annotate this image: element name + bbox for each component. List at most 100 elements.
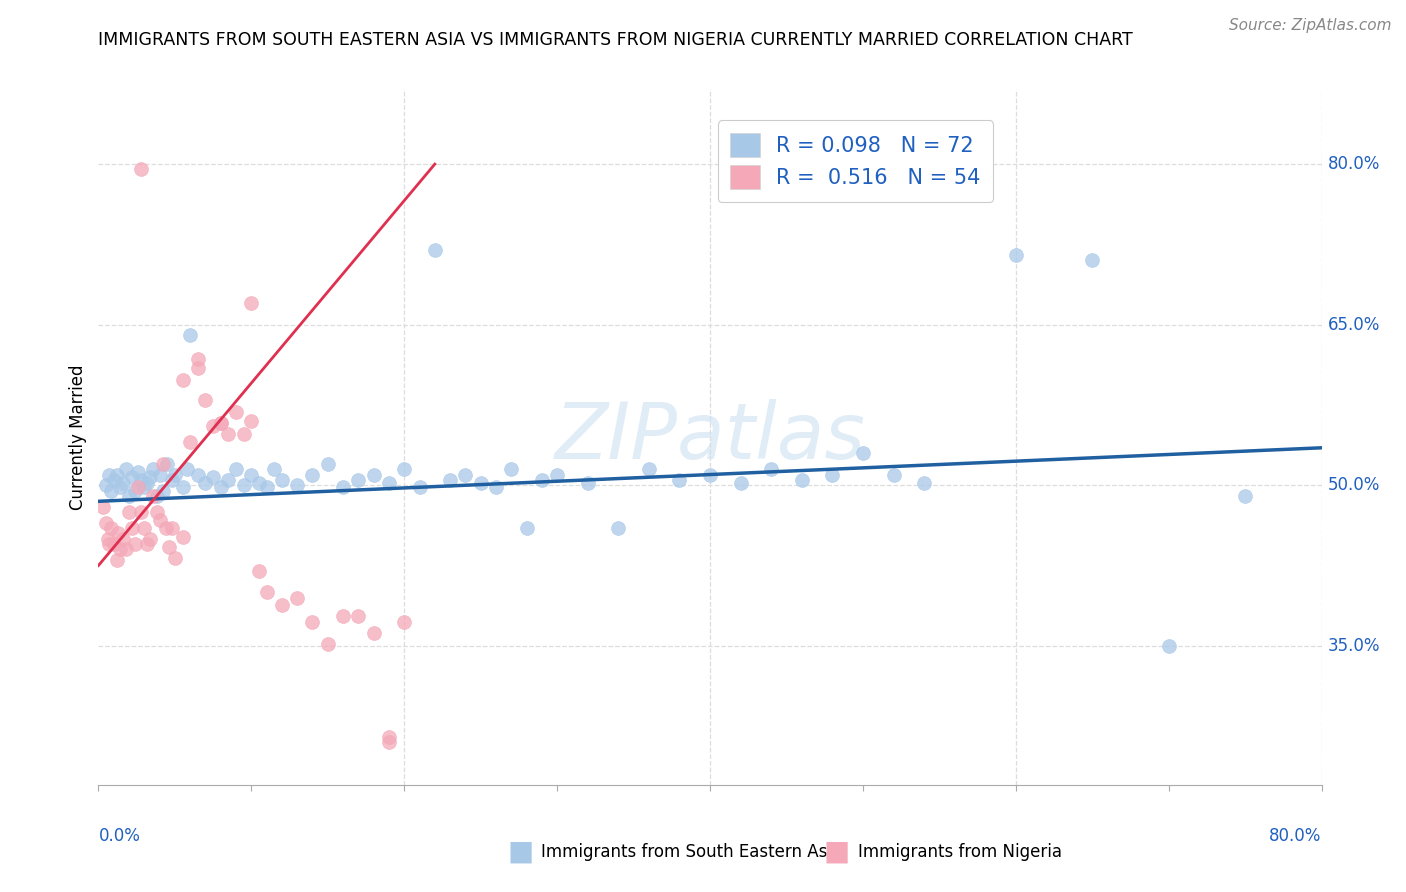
Text: Source: ZipAtlas.com: Source: ZipAtlas.com	[1229, 18, 1392, 33]
Point	[363, 626, 385, 640]
Point	[285, 591, 308, 605]
Point	[576, 476, 599, 491]
Point	[301, 467, 323, 482]
Point	[501, 462, 523, 476]
Point	[91, 500, 114, 514]
Point	[194, 476, 217, 491]
Point	[301, 615, 323, 630]
Point	[1004, 248, 1026, 262]
Point	[699, 467, 721, 482]
Point	[136, 537, 159, 551]
Text: 65.0%: 65.0%	[1327, 316, 1381, 334]
Point	[152, 483, 174, 498]
Point	[124, 483, 146, 498]
Point	[285, 478, 308, 492]
Point	[232, 426, 254, 441]
Point	[378, 730, 401, 744]
Point	[160, 521, 183, 535]
Point	[155, 521, 177, 535]
Point	[107, 526, 129, 541]
Point	[232, 478, 254, 492]
Point	[187, 351, 209, 366]
Point	[156, 457, 179, 471]
Point	[485, 480, 508, 494]
Text: 80.0%: 80.0%	[1327, 155, 1381, 173]
Point	[152, 457, 174, 471]
Point	[103, 473, 125, 487]
Point	[103, 537, 125, 551]
Point	[637, 462, 661, 476]
Text: 0.0%: 0.0%	[98, 827, 141, 845]
Point	[100, 483, 122, 498]
Text: 80.0%: 80.0%	[1270, 827, 1322, 845]
Y-axis label: Currently Married: Currently Married	[69, 364, 87, 510]
Point	[118, 489, 141, 503]
Point	[187, 360, 209, 375]
Point	[209, 416, 232, 430]
Point	[1081, 253, 1104, 268]
Point	[129, 162, 152, 177]
Point	[163, 551, 186, 566]
Point	[347, 608, 370, 623]
Point	[136, 476, 159, 491]
Point	[149, 512, 172, 526]
Point	[129, 473, 152, 487]
Point	[115, 542, 138, 557]
Point	[270, 598, 292, 612]
Point	[179, 328, 201, 343]
Point	[100, 521, 122, 535]
Point	[108, 480, 131, 494]
Point	[217, 473, 239, 487]
Point	[127, 466, 149, 480]
Point	[94, 516, 117, 530]
Point	[202, 419, 225, 434]
Point	[98, 467, 121, 482]
Point	[97, 532, 120, 546]
Point	[546, 467, 568, 482]
Point	[470, 476, 492, 491]
Point	[121, 469, 143, 483]
Point	[454, 467, 477, 482]
Point	[912, 476, 935, 491]
Point	[179, 435, 201, 450]
Point	[145, 505, 167, 519]
Point	[94, 478, 117, 492]
Point	[332, 608, 354, 623]
Point	[149, 467, 172, 482]
Point	[668, 473, 690, 487]
Point	[1234, 489, 1257, 503]
Point	[142, 489, 165, 503]
Text: IMMIGRANTS FROM SOUTH EASTERN ASIA VS IMMIGRANTS FROM NIGERIA CURRENTLY MARRIED : IMMIGRANTS FROM SOUTH EASTERN ASIA VS IM…	[98, 31, 1133, 49]
Text: Immigrants from Nigeria: Immigrants from Nigeria	[858, 843, 1062, 861]
Point	[127, 480, 149, 494]
Point	[139, 532, 162, 546]
Point	[1157, 639, 1180, 653]
Point	[530, 473, 553, 487]
Point	[408, 480, 430, 494]
Point	[134, 480, 156, 494]
Point	[163, 467, 186, 482]
Point	[145, 489, 167, 503]
Point	[160, 473, 183, 487]
Point	[316, 457, 339, 471]
Point	[157, 541, 180, 555]
Point	[111, 532, 134, 546]
Point	[378, 476, 401, 491]
Text: 50.0%: 50.0%	[1327, 476, 1381, 494]
Point	[172, 480, 194, 494]
Point	[129, 505, 152, 519]
Point	[347, 473, 370, 487]
Point	[247, 476, 270, 491]
Point	[316, 637, 339, 651]
Text: ZIPatlas: ZIPatlas	[554, 399, 866, 475]
Point	[607, 521, 630, 535]
Point	[883, 467, 905, 482]
Point	[759, 462, 782, 476]
Point	[118, 505, 141, 519]
Point	[217, 426, 239, 441]
Point	[209, 480, 232, 494]
Point	[378, 735, 401, 749]
Point	[209, 416, 232, 430]
Point	[121, 521, 143, 535]
Text: Immigrants from South Eastern Asia: Immigrants from South Eastern Asia	[541, 843, 842, 861]
